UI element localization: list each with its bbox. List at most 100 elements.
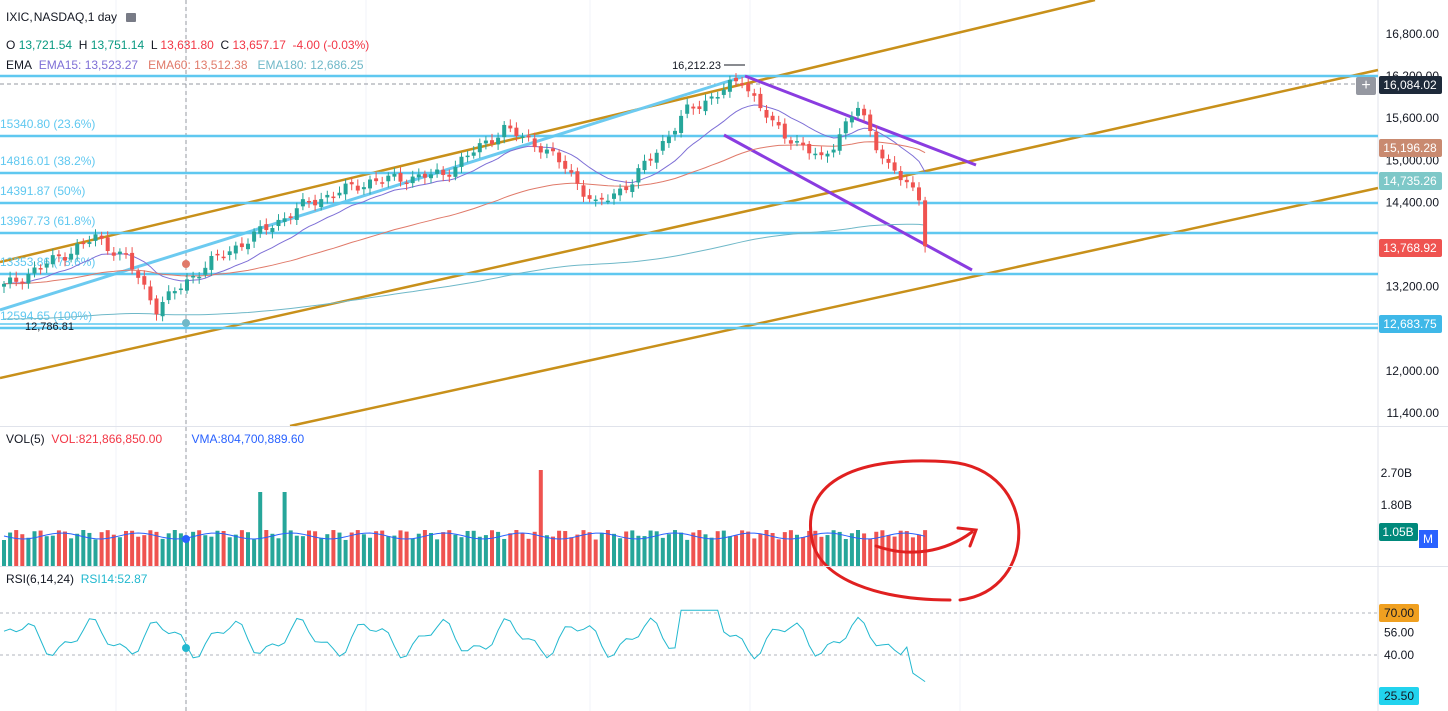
volume-bar [691,532,696,566]
ema-legend[interactable]: EMA EMA15: 13,523.27 EMA60: 13,512.38 EM… [6,58,364,72]
volume-bar [191,531,196,566]
volume-bar [2,540,6,566]
interval-label[interactable]: NASDAQ,1 day [33,10,118,24]
volume-bar [831,530,836,566]
trend-channel-line [0,0,1096,264]
volume-bar [209,536,214,566]
volume-bar [508,533,513,566]
candle-body [502,124,507,138]
volume-bar [636,535,641,566]
volume-bar [392,535,397,566]
volume-bar [575,534,580,566]
volume-bar [294,535,299,566]
price-tag: 15,196.28 [1379,139,1442,157]
candle-body [807,143,812,154]
candle-body [727,79,732,92]
candle-body [87,242,92,244]
pane-divider[interactable] [0,426,1448,427]
volume-bar [26,537,31,566]
volume-bar [368,537,372,566]
candle-body [331,196,336,199]
candle-body [14,277,19,282]
volume-bar [441,532,446,566]
volume-bar [569,537,574,566]
volume-bar [740,530,745,566]
volume-bar [502,538,507,566]
price-tag-text: 13,768.92 [1383,241,1437,255]
candle-body [416,174,421,178]
candle-body [843,121,848,134]
price-tag-text: 15,196.28 [1383,141,1437,155]
volume-bar [727,536,732,566]
pane-divider[interactable] [0,566,1448,567]
menu-icon[interactable] [126,13,137,22]
candle-body [63,257,67,261]
volume-bar [124,530,128,566]
volume-bar [331,530,336,566]
volume-bar [282,492,287,566]
volume-bar [50,535,55,566]
rsi-tag-70: 70.00 [1379,604,1419,622]
fib-level-label: 14391.87 (50%) [0,184,85,198]
volume-bar [404,531,409,566]
close-label: C [220,38,230,52]
price-tag-background [1379,172,1442,190]
candle-body [477,143,482,153]
volume-bar [203,535,208,566]
volume-bar [758,533,763,566]
candle-body [551,148,555,152]
volume-bar [136,536,141,566]
candle-body [276,219,281,227]
candle-body [764,109,769,118]
volume-bar [624,531,629,566]
volume-bar [416,533,421,566]
volume-bar [319,537,324,566]
candle-body [575,171,580,184]
volume-bar [288,530,293,566]
candle-body [862,108,867,116]
candle-body [227,251,232,256]
volume-bar [307,530,311,566]
candle-body [532,138,537,148]
candle-body [483,140,488,144]
fib-level-label: 14816.01 (38.2%) [0,154,95,168]
volume-bar [111,534,116,566]
volume-bar [776,539,781,566]
price-axis-tick: 16,800.00 [1386,27,1440,41]
candle-body [831,149,836,153]
fib-level-label: 12594.65 (100%) [0,309,92,323]
volume-bar [105,530,110,566]
volume-bar [618,538,623,566]
volume-bar [788,530,793,566]
candle-body [715,96,720,99]
volume-legend[interactable]: VOL(5) VOL:821,866,850.00 VMA:804,700,88… [6,432,304,446]
volume-bar [612,533,616,566]
candle-body [20,281,25,284]
candle-body [752,93,757,96]
symbol-label[interactable]: IXIC [6,10,30,24]
volume-bar [44,536,49,566]
volume-bar [697,530,702,566]
rsi-legend[interactable]: RSI(6,14,24) RSI14:52.87 [6,572,147,586]
vma-tag-text: M [1423,532,1433,546]
candle-body [557,152,562,163]
volume-bar [679,532,684,566]
candle-body [819,152,824,156]
candle-body [673,130,677,135]
candle-body [300,199,305,207]
volume-bar [56,530,61,566]
candle-body [111,252,116,256]
volume-bar [477,536,482,566]
price-tag-background [1379,139,1442,157]
price-tag-background [1379,239,1442,257]
add-icon[interactable]: + [1356,77,1376,95]
volume-bar [514,530,519,566]
candle-body [221,256,226,259]
rsi14-value: RSI14:52.87 [80,572,148,586]
high-value: 13,751.14 [90,38,145,52]
candle-body [282,218,287,222]
price-tag-text: 16,084.02 [1383,78,1437,92]
candle-body [246,243,250,250]
candle-body [435,169,440,174]
